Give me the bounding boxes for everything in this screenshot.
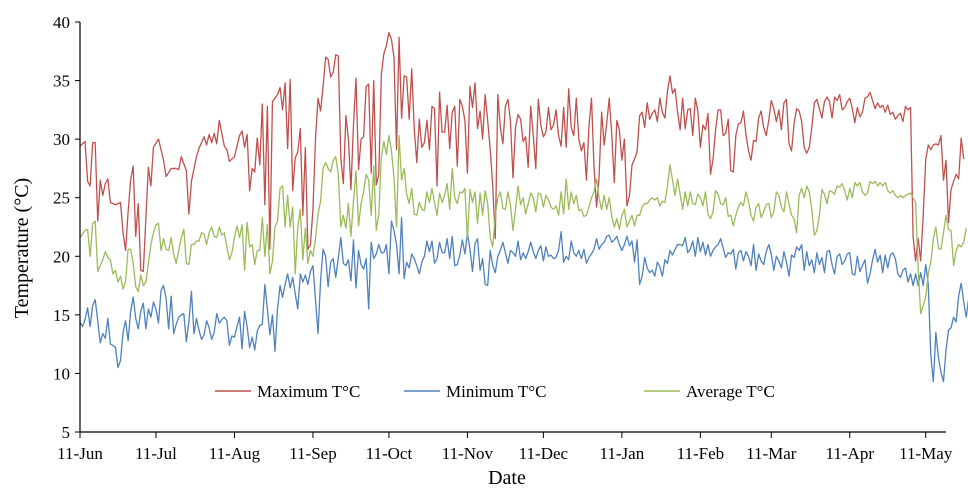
series-layer	[79, 31, 968, 383]
x-tick-label: 11-Jun	[57, 444, 103, 463]
x-tick-label: 11-Aug	[209, 444, 261, 463]
series-line-maximum	[79, 31, 965, 273]
y-tick-label: 20	[53, 247, 70, 266]
x-tick-label: 11-Mar	[746, 444, 797, 463]
x-tick-label: 11-Dec	[519, 444, 569, 463]
y-tick-label: 40	[53, 13, 70, 32]
series-line-average	[79, 134, 967, 315]
x-axis-title: Date	[488, 467, 526, 489]
x-tick-label: 11-Jan	[600, 444, 645, 463]
legend-label: Minimum T°C	[446, 382, 546, 401]
y-tick-label: 10	[53, 364, 70, 383]
x-tick-label: 11-Apr	[826, 444, 875, 463]
legend: Maximum T°C Minimum T°C Average T°C	[215, 382, 775, 401]
y-tick-label: 5	[62, 423, 71, 442]
legend-item-maximum: Maximum T°C	[215, 382, 360, 401]
y-tick-label: 25	[53, 189, 70, 208]
y-tick-label: 15	[53, 306, 70, 325]
legend-label: Maximum T°C	[257, 382, 360, 401]
x-tick-label: 11-Jul	[135, 444, 177, 463]
legend-item-average: Average T°C	[644, 382, 775, 401]
y-tick-label: 35	[53, 72, 70, 91]
y-tick-label: 30	[53, 130, 70, 149]
series-line-minimum	[79, 216, 968, 383]
legend-item-minimum: Minimum T°C	[404, 382, 546, 401]
x-ticks: 11-Jun 11-Jul 11-Aug 11-Sep 11-Oct 11-Nov 11-D…	[57, 432, 953, 463]
y-ticks: 5 10 15 20 25 30 35 40	[53, 13, 80, 442]
x-tick-label: 11-Oct	[366, 444, 413, 463]
x-tick-label: 11-May	[899, 444, 953, 463]
y-axis-title: Temperature (°C)	[11, 178, 33, 318]
x-tick-label: 11-Feb	[677, 444, 725, 463]
x-tick-label: 11-Sep	[289, 444, 337, 463]
x-tick-label: 11-Nov	[442, 444, 494, 463]
legend-label: Average T°C	[686, 382, 775, 401]
axes-layer	[79, 22, 946, 433]
